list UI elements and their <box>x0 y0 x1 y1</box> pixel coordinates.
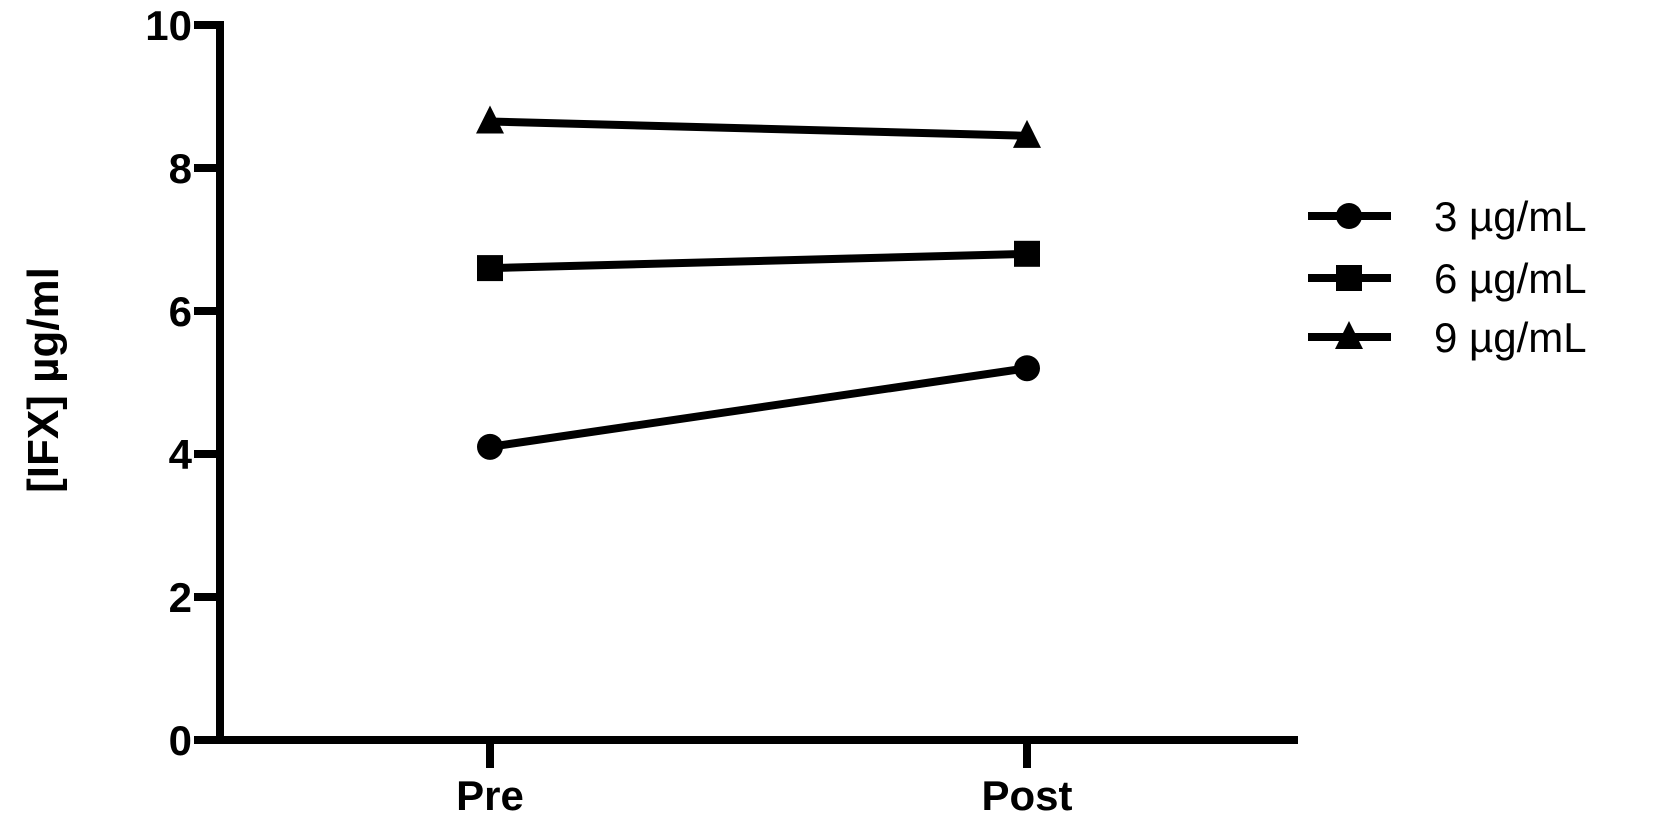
series-circle <box>477 355 1040 460</box>
legend-item: 6 µg/mL <box>1308 255 1587 302</box>
data-point <box>1014 355 1040 382</box>
data-point <box>477 255 503 282</box>
series-line <box>489 117 1028 140</box>
x-tick-label: Post <box>981 772 1072 819</box>
y-tick-label: 4 <box>169 431 193 478</box>
y-tick-label: 8 <box>169 145 192 192</box>
legend-marker <box>1336 203 1362 229</box>
legend-marker <box>1336 265 1362 291</box>
series-line <box>489 249 1028 273</box>
series-triangle <box>476 105 1041 148</box>
legend-label: 9 µg/mL <box>1434 314 1587 361</box>
data-point <box>477 433 503 460</box>
data-point <box>1013 119 1041 148</box>
legend-label: 6 µg/mL <box>1434 255 1587 302</box>
y-tick-label: 2 <box>169 574 192 621</box>
x-tick-label: Pre <box>456 772 524 819</box>
y-tick-label: 0 <box>169 717 192 764</box>
legend-item: 9 µg/mL <box>1308 314 1587 361</box>
y-axis-label: [IFX] µg/ml <box>19 267 68 493</box>
legend-label: 3 µg/mL <box>1434 193 1587 240</box>
data-point <box>476 105 504 134</box>
data-point <box>1014 240 1040 267</box>
y-tick-label: 10 <box>145 2 192 49</box>
legend-marker <box>1335 321 1363 349</box>
series-line <box>489 364 1028 451</box>
series-square <box>477 240 1040 282</box>
y-tick-label: 6 <box>169 288 192 335</box>
legend-item: 3 µg/mL <box>1308 193 1587 240</box>
